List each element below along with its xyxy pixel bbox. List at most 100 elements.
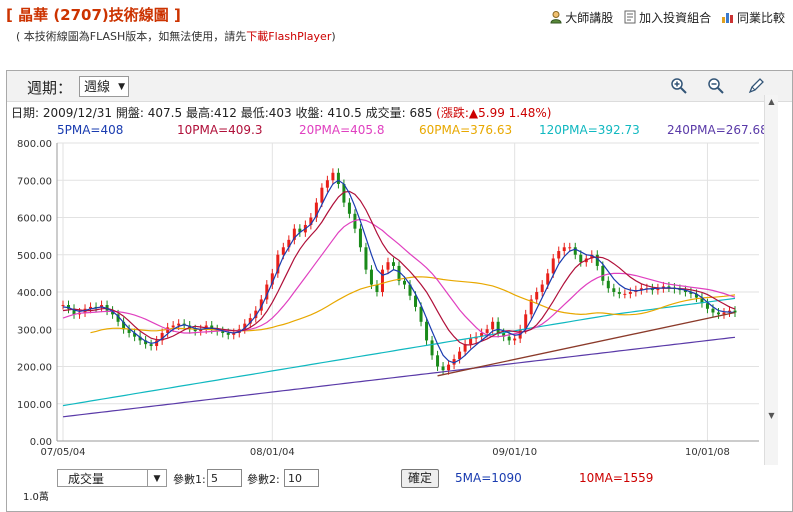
scroll-up-icon[interactable]: ▲ bbox=[768, 97, 775, 106]
candle-body bbox=[480, 332, 484, 337]
link-add-portfolio[interactable]: 加入投資組合 bbox=[623, 10, 715, 25]
chart-toolbar: 週期： 週線 ▼ bbox=[7, 71, 792, 102]
candle-body bbox=[573, 247, 577, 255]
candle-body bbox=[700, 297, 704, 304]
candle-body bbox=[617, 292, 621, 294]
volume-axis-label: 1.0萬 bbox=[23, 492, 49, 503]
y-tick-label: 700.00 bbox=[17, 176, 52, 187]
page-title: [ 晶華 (2707)技術線圖 ] bbox=[6, 4, 181, 25]
candle-body bbox=[612, 288, 616, 292]
ma120-line bbox=[62, 297, 736, 407]
candle-body bbox=[281, 247, 285, 255]
candle-body bbox=[265, 284, 269, 300]
x-tick-label: 07/05/04 bbox=[41, 447, 86, 458]
candle-body bbox=[127, 329, 131, 333]
candle-body bbox=[667, 286, 671, 288]
candle-body bbox=[292, 228, 296, 240]
candle-body bbox=[496, 321, 500, 333]
quote-date: 2009/12/31 bbox=[42, 106, 113, 120]
candle-body bbox=[331, 172, 335, 181]
param2-input[interactable]: 10 bbox=[284, 469, 319, 487]
candle-body bbox=[276, 254, 280, 274]
candle-body bbox=[535, 292, 539, 300]
quote-open: 407.5 bbox=[147, 106, 183, 120]
candle-body bbox=[287, 239, 291, 248]
quote-info-row: 日期: 2009/12/31 開盤: 407.5 最高:412 最低:403 收… bbox=[11, 106, 552, 120]
title-bracket-close: ] bbox=[174, 6, 181, 24]
document-icon bbox=[624, 10, 636, 24]
person-icon bbox=[550, 11, 562, 24]
y-tick-label: 400.00 bbox=[17, 288, 52, 299]
ma240-line bbox=[62, 336, 736, 418]
x-tick-label: 08/01/04 bbox=[250, 447, 295, 458]
candle-body bbox=[623, 293, 627, 295]
candle-body bbox=[562, 247, 566, 252]
candle-body bbox=[430, 340, 434, 356]
candle-body bbox=[353, 213, 357, 229]
param1-input[interactable]: 5 bbox=[207, 469, 242, 487]
candle-body bbox=[491, 321, 495, 330]
ma5-line bbox=[62, 179, 736, 364]
candle-body bbox=[656, 288, 660, 291]
candle-body bbox=[414, 295, 418, 307]
candle-body bbox=[595, 254, 599, 266]
param2-label: 參數2: bbox=[247, 473, 280, 486]
candle-body bbox=[309, 217, 313, 225]
candle-body bbox=[347, 202, 351, 214]
candle-body bbox=[579, 254, 583, 263]
candle-body bbox=[160, 332, 164, 341]
period-select[interactable]: 週線 ▼ bbox=[79, 76, 129, 97]
candle-body bbox=[557, 251, 561, 259]
candle-body bbox=[226, 332, 230, 335]
candle-body bbox=[436, 355, 440, 367]
candle-body bbox=[546, 273, 550, 285]
link-master-stock[interactable]: 大師講股 bbox=[549, 11, 617, 25]
candle-body bbox=[485, 329, 489, 333]
candle-body bbox=[568, 247, 572, 249]
pen-icon[interactable] bbox=[747, 77, 765, 95]
candle-body bbox=[243, 323, 247, 330]
candle-body bbox=[386, 262, 390, 270]
zoom-in-icon[interactable] bbox=[670, 77, 688, 95]
candle-body bbox=[469, 338, 473, 345]
candle-body bbox=[177, 323, 181, 326]
candle-body bbox=[171, 325, 175, 328]
candle-body bbox=[391, 262, 395, 266]
candle-body bbox=[458, 351, 462, 360]
candle-body bbox=[507, 336, 511, 341]
candle-body bbox=[166, 327, 170, 333]
candle-body bbox=[298, 228, 302, 233]
candle-body bbox=[342, 183, 346, 203]
subtitle-suffix: ) bbox=[331, 30, 336, 43]
bar-chart-icon bbox=[721, 13, 733, 23]
y-tick-label: 500.00 bbox=[17, 251, 52, 262]
x-tick-label: 09/01/10 bbox=[492, 447, 537, 458]
candle-body bbox=[369, 269, 373, 285]
candle-body bbox=[705, 303, 709, 309]
confirm-button[interactable]: 確定 bbox=[401, 469, 439, 488]
ma20-line bbox=[62, 218, 736, 338]
candle-body bbox=[254, 310, 258, 319]
y-tick-label: 600.00 bbox=[17, 214, 52, 225]
link-peer-compare[interactable]: 同業比較 bbox=[721, 11, 785, 25]
candle-body bbox=[111, 310, 115, 315]
scroll-down-icon[interactable]: ▼ bbox=[768, 411, 775, 420]
candle-body bbox=[628, 292, 632, 294]
ma-legend-20: 20PMA=405.8 bbox=[299, 123, 385, 137]
candle-body bbox=[639, 288, 643, 291]
candle-body bbox=[221, 331, 225, 333]
candle-body bbox=[270, 273, 274, 285]
subtitle-prefix: ( 本技術線圖為FLASH版本，如無法使用，請先 bbox=[16, 30, 247, 43]
indicator-select[interactable]: 成交量 ▼ bbox=[57, 469, 167, 487]
candle-body bbox=[590, 254, 594, 259]
title-text: 晶華 (2707)技術線圖 bbox=[18, 6, 169, 24]
candle-body bbox=[259, 299, 263, 311]
candle-body bbox=[683, 290, 687, 292]
zoom-out-icon[interactable] bbox=[707, 77, 725, 95]
candle-body bbox=[248, 318, 252, 324]
download-flashplayer-link[interactable]: 下載FlashPlayer bbox=[246, 30, 332, 43]
candle-body bbox=[606, 280, 610, 289]
vertical-scrollbar[interactable]: ▲ ▼ bbox=[764, 95, 778, 511]
y-tick-label: 800.00 bbox=[17, 139, 52, 150]
price-chart[interactable]: 800.00 700.00 600.00 500.00 400.00 300.00 200.… bbox=[7, 71, 764, 465]
